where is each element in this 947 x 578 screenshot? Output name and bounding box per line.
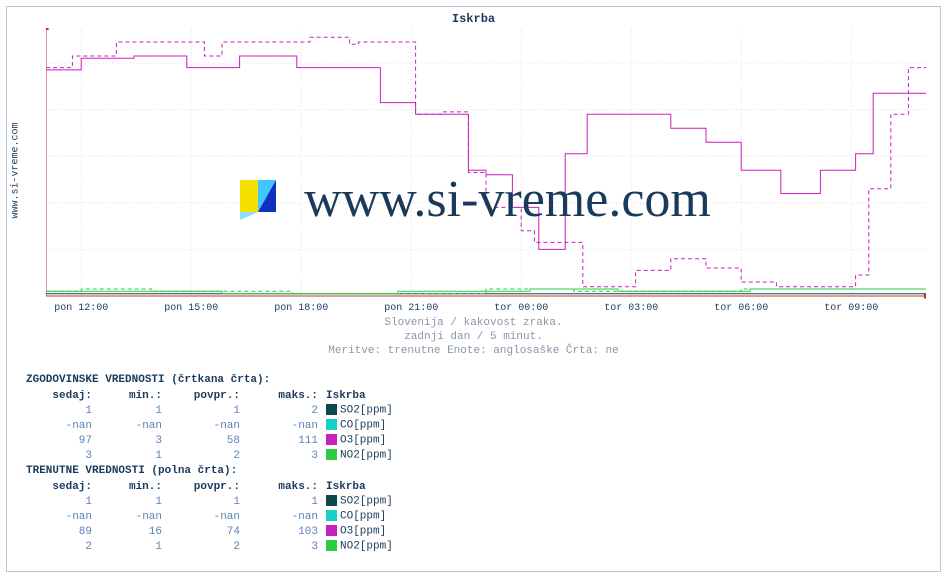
svg-text:tor 09:00: tor 09:00 (824, 303, 878, 314)
plot-area: 20406080100pon 12:00pon 15:00pon 18:00po… (46, 28, 926, 296)
cur-table-title: TRENUTNE VREDNOSTI (polna črta): (26, 463, 456, 479)
cur-table: sedaj:min.:povpr.:maks.:Iskrba1111SO2[pp… (26, 479, 450, 554)
svg-text:tor 06:00: tor 06:00 (714, 303, 768, 314)
legend-swatch-icon (326, 449, 337, 460)
subtitle-line-1: Slovenija / kakovost zraka. (0, 316, 947, 330)
subtitle-line-2: zadnji dan / 5 minut. (0, 330, 947, 344)
table-row: 97358111O3[ppm] (26, 433, 450, 448)
svg-text:tor 03:00: tor 03:00 (604, 303, 658, 314)
legend-swatch-icon (326, 495, 337, 506)
table-row: -nan-nan-nan-nanCO[ppm] (26, 418, 450, 433)
svg-text:pon 12:00: pon 12:00 (54, 303, 108, 314)
legend-swatch-icon (326, 404, 337, 415)
svg-text:pon 15:00: pon 15:00 (164, 303, 218, 314)
legend-swatch-icon (326, 434, 337, 445)
legend-swatch-icon (326, 419, 337, 430)
table-row: 1111SO2[ppm] (26, 494, 450, 509)
table-row: 1112SO2[ppm] (26, 403, 450, 418)
chart-frame: { "title": "Iskrba", "side_label": "www.… (0, 0, 947, 578)
data-tables: ZGODOVINSKE VREDNOSTI (črtkana črta): se… (26, 372, 456, 554)
subtitle-line-3: Meritve: trenutne Enote: anglosaške Črta… (0, 344, 947, 358)
chart-title: Iskrba (0, 12, 947, 26)
table-row: -nan-nan-nan-nanCO[ppm] (26, 509, 450, 524)
table-row: 3123NO2[ppm] (26, 448, 450, 463)
table-row: 2123NO2[ppm] (26, 539, 450, 554)
svg-text:pon 21:00: pon 21:00 (384, 303, 438, 314)
legend-swatch-icon (326, 540, 337, 551)
side-label-container: www.si-vreme.com (6, 80, 26, 260)
svg-text:pon 18:00: pon 18:00 (274, 303, 328, 314)
legend-swatch-icon (326, 525, 337, 536)
hist-table-title: ZGODOVINSKE VREDNOSTI (črtkana črta): (26, 372, 456, 388)
chart-svg: 20406080100pon 12:00pon 15:00pon 18:00po… (46, 28, 926, 318)
table-row: 891674103O3[ppm] (26, 524, 450, 539)
legend-swatch-icon (326, 510, 337, 521)
subtitle-block: Slovenija / kakovost zraka. zadnji dan /… (0, 316, 947, 358)
hist-table: sedaj:min.:povpr.:maks.:Iskrba1112SO2[pp… (26, 388, 450, 463)
svg-text:tor 00:00: tor 00:00 (494, 303, 548, 314)
side-label: www.si-vreme.com (11, 122, 22, 218)
